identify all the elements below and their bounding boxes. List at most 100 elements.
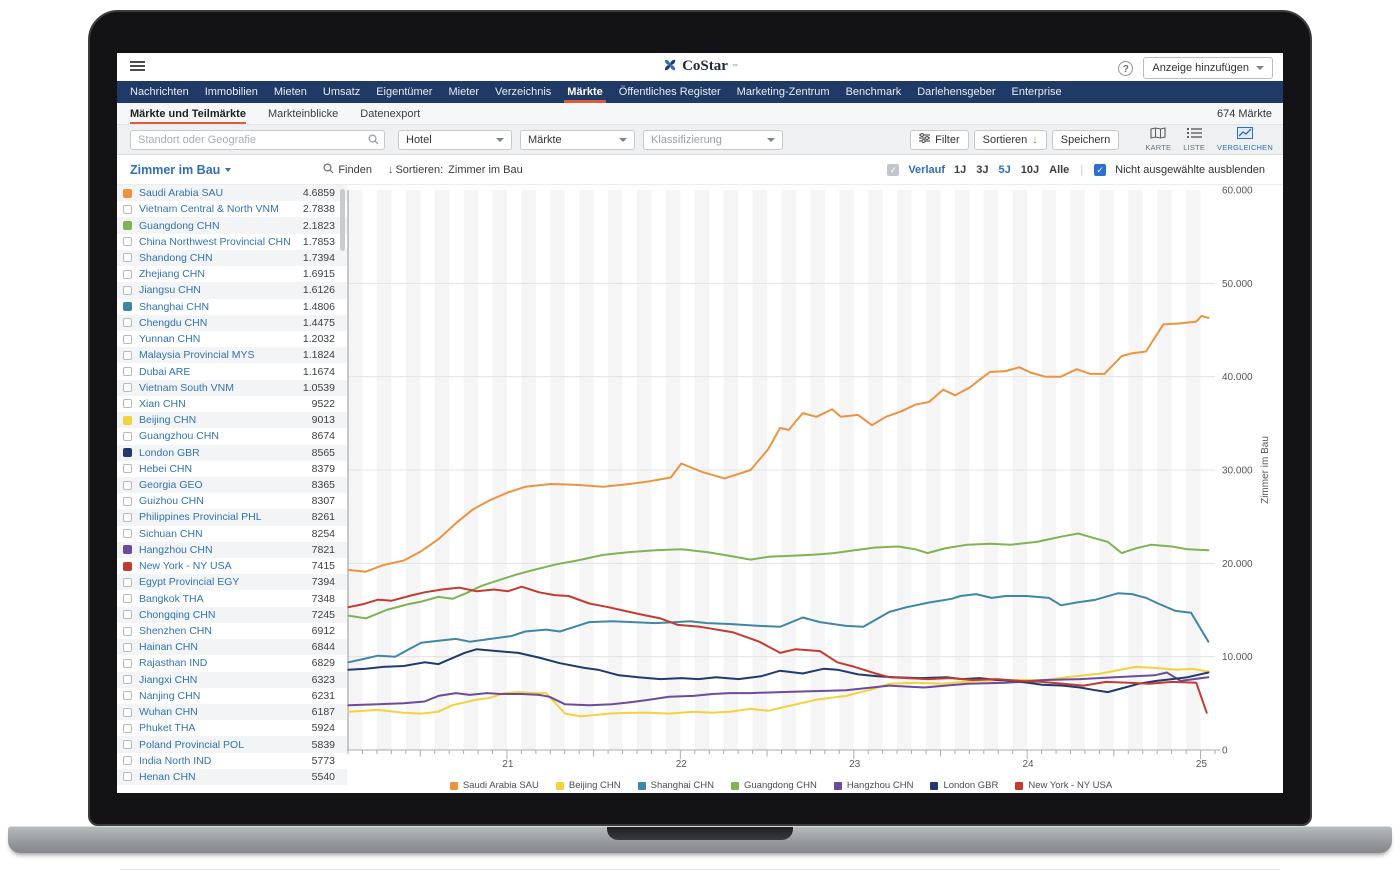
compare-view-button[interactable]: VERGLEICHEN [1217,127,1273,152]
market-row-dubai-are[interactable]: Dubai ARE 1.1674 [117,363,347,379]
unchecked-checkbox[interactable] [123,399,132,409]
market-name[interactable]: Zhejiang CHN [139,268,205,281]
map-view-button[interactable]: KARTE [1145,127,1171,152]
unchecked-checkbox[interactable] [123,512,132,522]
market-name[interactable]: Sichuan CHN [139,527,203,540]
market-name[interactable]: London GBR [139,446,200,459]
market-name[interactable]: Vietnam South VNM [139,381,234,394]
market-row-saudi-arabia-sau[interactable]: Saudi Arabia SAU 4.6859 [117,185,347,202]
market-name[interactable]: Poland Provincial POL [139,738,245,751]
market-name[interactable]: India North IND [139,754,212,767]
nav-item-m-rkte[interactable]: Märkte [564,81,607,103]
checked-color-checkbox[interactable] [123,561,132,571]
market-row-guizhou-chn[interactable]: Guizhou CHN 8307 [117,493,347,509]
unchecked-checkbox[interactable] [123,204,132,214]
legend-item-guangdong-chn[interactable]: Guangdong CHN [731,780,817,791]
unchecked-checkbox[interactable] [123,577,132,587]
legend-item-saudi-arabia-sau[interactable]: Saudi Arabia SAU [449,780,539,791]
market-row-rajasthan-ind[interactable]: Rajasthan IND 6829 [117,655,347,671]
market-name[interactable]: China Northwest Provincial CHN [139,235,291,248]
unchecked-checkbox[interactable] [123,237,132,247]
market-row-hainan-chn[interactable]: Hainan CHN 6844 [117,639,347,656]
market-name[interactable]: Phuket THA [139,722,196,735]
sidebar-scrollbar[interactable] [340,189,345,251]
unchecked-checkbox[interactable] [123,367,132,377]
unchecked-checkbox[interactable] [123,285,132,295]
nav-item-nachrichten[interactable]: Nachrichten [130,86,189,98]
market-row-zhejiang-chn[interactable]: Zhejiang CHN 1.6915 [117,266,347,282]
nav-item-mieten[interactable]: Mieten [273,86,307,98]
nav-item-umsatz[interactable]: Umsatz [322,86,361,98]
list-view-button[interactable]: LISTE [1183,127,1205,152]
range-10j[interactable]: 10J [1020,163,1040,176]
market-name[interactable]: Jiangsu CHN [139,284,201,297]
market-row-new-york-ny-usa[interactable]: New York - NY USA 7415 [117,558,347,574]
hide-unselected-checkbox[interactable]: ✓ [1094,163,1107,176]
market-row-vietnam-south-vnm[interactable]: Vietnam South VNM 1.0539 [117,379,347,396]
range-3j[interactable]: 3J [976,163,989,176]
market-row-henan-chn[interactable]: Henan CHN 5540 [117,768,347,786]
series-line-shanghai-chn[interactable] [347,592,1210,664]
unchecked-checkbox[interactable] [123,253,132,263]
unchecked-checkbox[interactable] [123,675,132,685]
legend-item-beijing-chn[interactable]: Beijing CHN [555,780,621,791]
unchecked-checkbox[interactable] [123,772,132,782]
market-name[interactable]: Guangdong CHN [139,219,220,232]
market-row-chongqing-chn[interactable]: Chongqing CHN 7245 [117,606,347,623]
market-level-select[interactable]: Märkte [520,129,635,150]
market-row-georgia-geo[interactable]: Georgia GEO 8365 [117,476,347,494]
market-name[interactable]: Wuhan CHN [139,706,198,719]
market-row-philippines-provincial-phl[interactable]: Philippines Provincial PHL 8261 [117,509,347,526]
market-name[interactable]: Henan CHN [139,770,196,783]
market-name[interactable]: Hebei CHN [139,462,193,475]
unchecked-checkbox[interactable] [123,480,132,490]
nav-item-immobilien[interactable]: Immobilien [204,86,258,98]
market-name[interactable]: Georgia GEO [139,479,203,492]
sort-status[interactable]: ↓ Sortieren: Zimmer im Bau [387,163,523,176]
market-row-phuket-tha[interactable]: Phuket THA 5924 [117,720,347,736]
search-input[interactable] [130,129,385,150]
market-row-malaysia-provincial-mys[interactable]: Malaysia Provincial MYS 1.1824 [117,347,347,364]
metric-select[interactable]: Zimmer im Bau [130,163,232,177]
nav-item-marketing-zentrum[interactable]: Marketing-Zentrum [736,86,830,98]
range-alle[interactable]: Alle [1049,163,1070,176]
market-name[interactable]: Dubai ARE [139,365,191,378]
unchecked-checkbox[interactable] [123,707,132,717]
market-name[interactable]: Yunnan CHN [139,333,201,346]
unchecked-checkbox[interactable] [123,642,132,652]
range-1j[interactable]: 1J [954,163,967,176]
market-row-shenzhen-chn[interactable]: Shenzhen CHN 6912 [117,623,347,639]
legend-item-new-york-ny-usa[interactable]: New York - NY USA [1015,780,1112,791]
unchecked-checkbox[interactable] [123,529,132,539]
market-name[interactable]: Shandong CHN [139,251,213,264]
unchecked-checkbox[interactable] [123,334,132,344]
market-name[interactable]: Egypt Provincial EGY [139,576,240,589]
property-type-select[interactable]: Hotel [398,129,512,150]
unchecked-checkbox[interactable] [123,269,132,279]
series-line-london-gbr[interactable] [347,648,1210,694]
market-name[interactable]: Saudi Arabia SAU [139,187,224,200]
market-name[interactable]: Nanjing CHN [139,689,201,702]
market-name[interactable]: Jiangxi CHN [139,673,198,686]
market-name[interactable]: Shenzhen CHN [139,625,212,638]
market-row-bangkok-tha[interactable]: Bangkok THA 7348 [117,590,347,606]
legend-item-hangzhou-chn[interactable]: Hangzhou CHN [833,780,913,791]
legend-item-london-gbr[interactable]: London GBR [930,780,998,791]
nav-item-mieter[interactable]: Mieter [448,86,480,98]
market-name[interactable]: Philippines Provincial PHL [139,511,262,524]
series-line-new-york-ny-usa[interactable] [347,585,1208,714]
checked-color-checkbox[interactable] [123,448,132,458]
market-row-egypt-provincial-egy[interactable]: Egypt Provincial EGY 7394 [117,574,347,591]
market-name[interactable]: Hainan CHN [139,641,198,654]
nav-item-darlehensgeber[interactable]: Darlehensgeber [917,86,996,98]
market-name[interactable]: Guizhou CHN [139,495,204,508]
unchecked-checkbox[interactable] [123,496,132,506]
unchecked-checkbox[interactable] [123,318,132,328]
market-row-wuhan-chn[interactable]: Wuhan CHN 6187 [117,704,347,721]
market-name[interactable]: Malaysia Provincial MYS [139,349,255,362]
unchecked-checkbox[interactable] [123,756,132,766]
market-row-vietnam-central-north-vnm[interactable]: Vietnam Central & North VNM 2.7838 [117,201,347,217]
market-row-london-gbr[interactable]: London GBR 8565 [117,444,347,461]
market-row-beijing-chn[interactable]: Beijing CHN 9013 [117,412,347,429]
unchecked-checkbox[interactable] [123,431,132,441]
